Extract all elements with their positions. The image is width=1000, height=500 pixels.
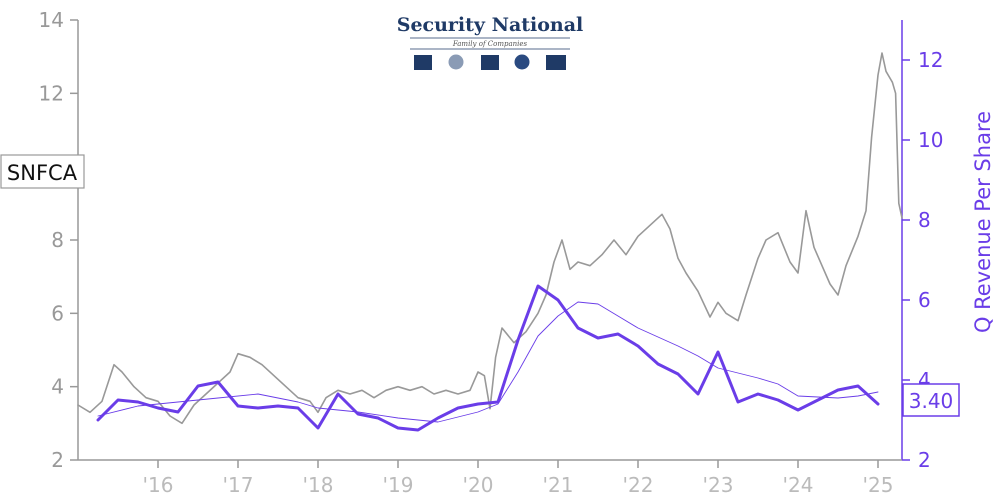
logo-title: Security National	[397, 14, 584, 36]
logo-subtitle: Family of Companies	[452, 40, 528, 48]
left-tick-label: 4	[51, 375, 64, 399]
series-line-revenue	[96, 284, 880, 432]
logo-mark-4	[514, 54, 530, 70]
right-tick-label: 8	[918, 208, 931, 232]
right-tick-label: 2	[918, 448, 931, 472]
x-tick-label: '19	[383, 473, 414, 497]
ticker-label: SNFCA	[7, 161, 78, 185]
left-tick-label: 8	[51, 228, 64, 252]
logo-mark-1	[414, 55, 432, 70]
last-value-badge: 3.40	[902, 383, 960, 417]
logo-mark-5	[546, 55, 566, 70]
left-tick-label: 14	[39, 8, 64, 32]
x-tick-label: '18	[303, 473, 334, 497]
right-axis-title: Q Revenue Per Share	[971, 111, 995, 333]
series-line-price	[77, 52, 903, 425]
x-tick-label: '17	[223, 473, 254, 497]
left-tick-label: 12	[39, 81, 64, 105]
x-tick-label: '25	[863, 473, 894, 497]
ticker-badge: SNFCA	[0, 154, 85, 189]
right-tick-label: 6	[918, 288, 931, 312]
left-tick-label: 2	[51, 448, 64, 472]
x-tick-label: '23	[703, 473, 734, 497]
x-tick-label: '22	[623, 473, 654, 497]
x-tick-label: '20	[463, 473, 494, 497]
x-tick-label: '16	[143, 473, 174, 497]
last-value-label: 3.40	[909, 389, 954, 413]
company-logo: Security National Family of Companies	[397, 14, 584, 70]
tick-labels: 2468121424681012'16'17'18'19'20'21'22'23…	[39, 8, 944, 497]
series	[77, 52, 903, 432]
axes	[77, 20, 903, 461]
right-tick-label: 10	[918, 128, 943, 152]
series-line-revenue-thin	[97, 301, 879, 423]
logo-mark-2	[448, 54, 464, 70]
x-tick-label: '21	[543, 473, 574, 497]
left-tick-label: 6	[51, 301, 64, 325]
x-tick-label: '24	[783, 473, 814, 497]
logo-mark-3	[481, 55, 499, 70]
right-tick-label: 12	[918, 48, 943, 72]
